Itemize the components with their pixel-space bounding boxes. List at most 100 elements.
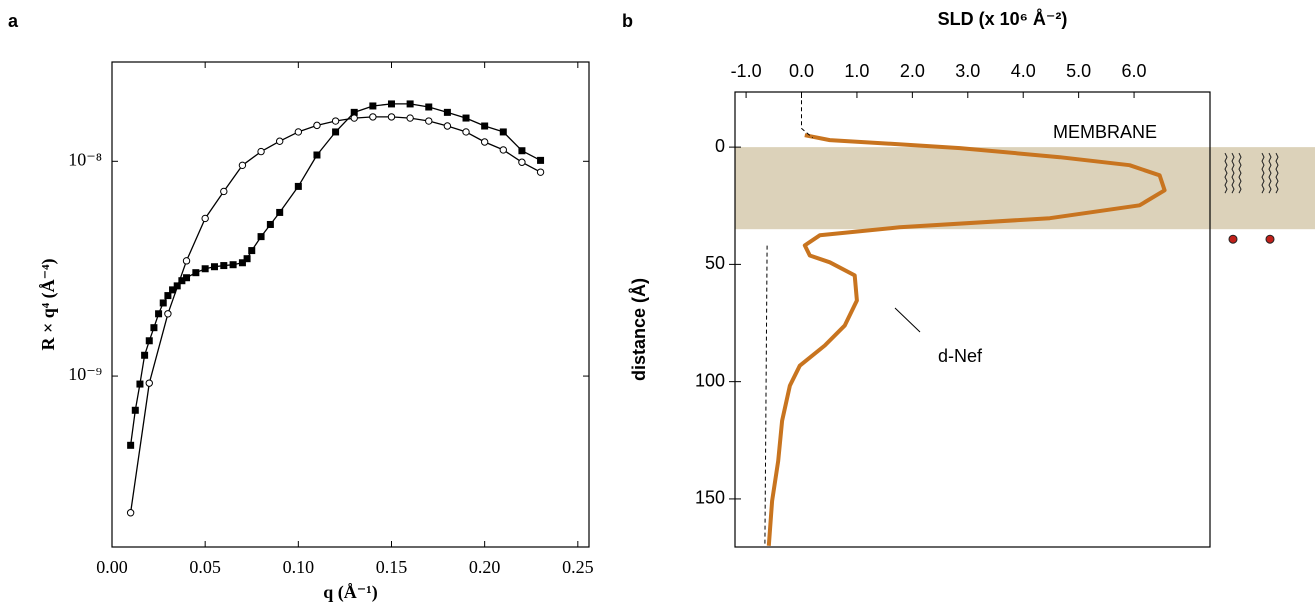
marker (210, 263, 218, 271)
marker (331, 117, 340, 125)
marker (425, 117, 433, 125)
marker (150, 324, 158, 332)
y-tick-label: 0 (715, 136, 725, 156)
y-axis-title: distance (Å) (629, 278, 649, 381)
marker (164, 310, 172, 318)
x-tick-label: 1.0 (844, 61, 869, 81)
marker (518, 158, 526, 166)
x-tick-label: 0.00 (96, 557, 128, 577)
band-label: MEMBRANE (1053, 122, 1157, 142)
marker (238, 161, 247, 170)
marker (164, 292, 172, 300)
marker (145, 379, 153, 387)
series-line (764, 93, 813, 546)
marker (537, 156, 545, 164)
marker (248, 247, 256, 255)
y-tick-label: 10⁻⁹ (68, 364, 102, 384)
marker (266, 220, 274, 228)
y-tick-label: 100 (695, 370, 725, 390)
membrane-band (735, 147, 1315, 230)
lipid-tail (1268, 152, 1272, 194)
marker (182, 257, 191, 265)
x-tick-label: 3.0 (955, 61, 980, 81)
x-axis-title: SLD (x 10⁶ Å⁻²) (938, 9, 1068, 29)
x-tick-label: -1.0 (731, 61, 762, 81)
plot-frame (734, 91, 1211, 548)
x-axis-title: q (Å⁻¹) (323, 582, 377, 603)
y-axis-title: R × q⁴ (Å⁻⁴) (38, 258, 59, 350)
marker (127, 441, 135, 449)
y-tick-label: 10⁻⁸ (68, 149, 102, 169)
x-tick-label: 0.0 (789, 61, 814, 81)
panel-letter: a (8, 11, 19, 31)
marker (499, 128, 507, 136)
marker (499, 146, 507, 154)
marker (369, 102, 377, 110)
marker (183, 274, 191, 282)
marker (480, 138, 489, 146)
lipid-tail (1275, 152, 1279, 194)
marker (178, 277, 186, 285)
marker (518, 147, 526, 155)
annotation-pointer (894, 307, 921, 333)
marker (192, 269, 200, 277)
marker (313, 151, 321, 159)
x-tick-label: 6.0 (1122, 61, 1147, 81)
marker (350, 114, 358, 122)
marker (313, 121, 321, 130)
marker (294, 182, 302, 190)
marker (536, 168, 545, 176)
marker (257, 233, 265, 241)
marker (155, 310, 163, 318)
marker (136, 380, 144, 388)
lipid-tail (1231, 152, 1235, 194)
y-tick-label: 150 (695, 488, 725, 508)
series-line (766, 133, 1167, 546)
marker (350, 108, 358, 116)
marker (481, 122, 489, 130)
series-line (129, 103, 541, 446)
marker (369, 113, 377, 121)
x-tick-label: 0.10 (283, 557, 315, 577)
lipid-tail (1238, 152, 1242, 194)
marker (141, 351, 149, 359)
marker (159, 299, 167, 307)
marker (332, 128, 340, 136)
marker (275, 137, 284, 145)
marker (257, 147, 265, 156)
marker (201, 214, 209, 223)
marker (387, 100, 395, 108)
marker (443, 122, 452, 130)
marker (387, 113, 396, 121)
y-tick-label: 50 (705, 253, 725, 273)
plot-frame (111, 61, 590, 548)
series-line (129, 116, 541, 513)
marker (462, 128, 470, 136)
marker (220, 262, 228, 270)
x-tick-label: 0.25 (562, 557, 594, 577)
marker (229, 261, 237, 269)
marker (406, 114, 414, 122)
panel-letter: b (622, 11, 633, 31)
marker (462, 114, 470, 122)
marker (243, 255, 251, 263)
lipid-head (1228, 234, 1238, 244)
marker (443, 108, 451, 116)
lipid-head (1265, 234, 1275, 244)
x-tick-label: 0.20 (469, 557, 501, 577)
marker (145, 337, 153, 345)
marker (406, 100, 414, 108)
marker (294, 128, 303, 136)
marker (126, 509, 135, 517)
marker (238, 259, 246, 267)
lipid-tail (1261, 152, 1265, 194)
x-tick-label: 5.0 (1066, 61, 1091, 81)
x-tick-label: 0.05 (189, 557, 221, 577)
marker (169, 286, 177, 294)
lipid-tail (1224, 152, 1228, 194)
annotation: d-Nef (938, 346, 983, 366)
marker (425, 103, 433, 111)
x-tick-label: 4.0 (1011, 61, 1036, 81)
marker (220, 187, 228, 196)
